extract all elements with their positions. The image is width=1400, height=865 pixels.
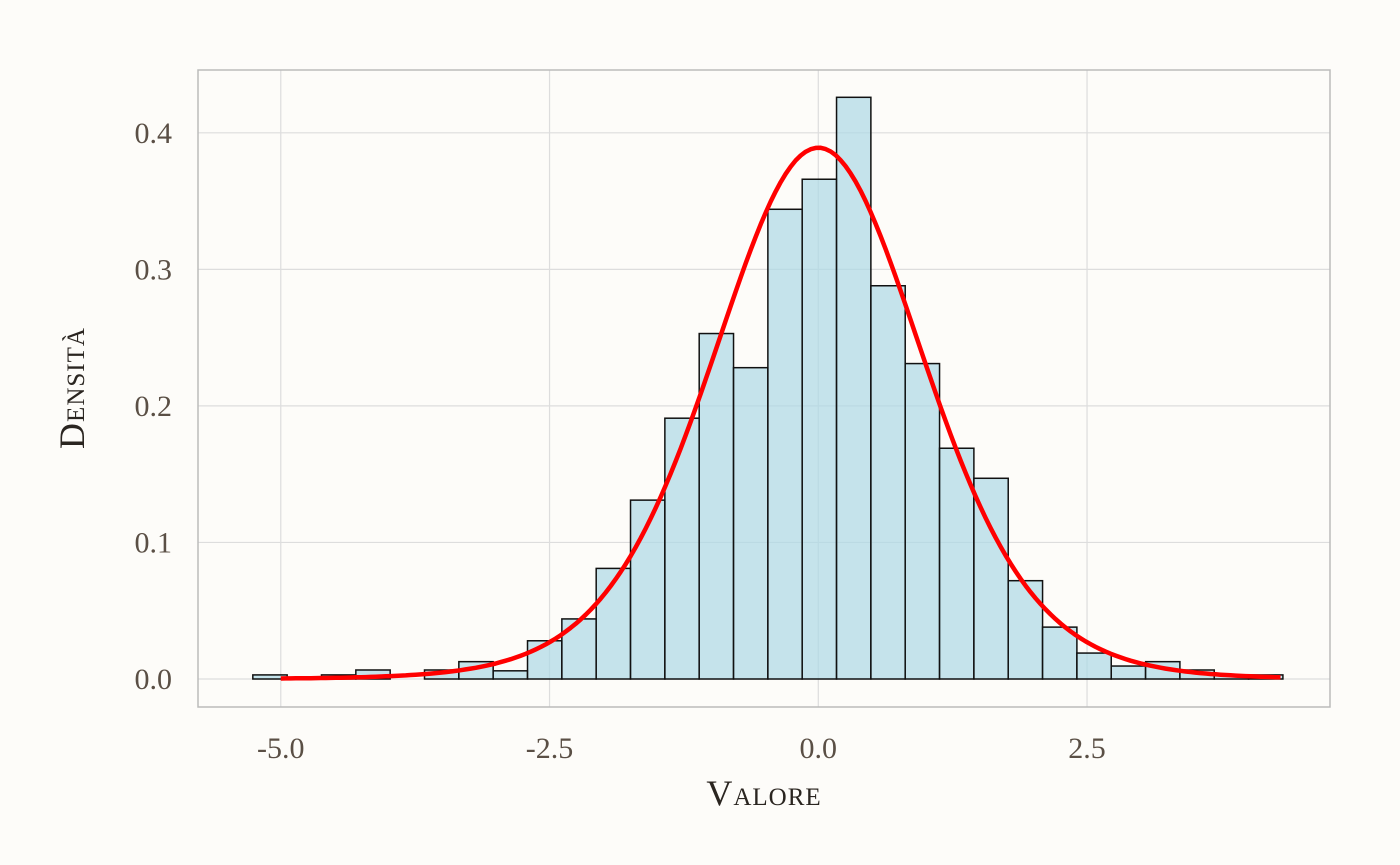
y-tick-label: 0.2 bbox=[135, 390, 173, 423]
histogram-bar bbox=[664, 417, 700, 680]
x-tick-label: 2.5 bbox=[1068, 732, 1106, 765]
y-tick-label: 0.0 bbox=[135, 663, 173, 696]
histogram-bar bbox=[492, 670, 529, 680]
density-curve bbox=[280, 145, 1281, 681]
y-axis-title: Densità bbox=[52, 327, 92, 449]
histogram-bar bbox=[595, 567, 632, 680]
x-tick-label: -5.0 bbox=[257, 732, 305, 765]
x-tick-label: -2.5 bbox=[526, 732, 574, 765]
y-tick-label: 0.4 bbox=[135, 117, 173, 150]
histogram-bar bbox=[1110, 665, 1147, 680]
histogram-bar bbox=[1041, 626, 1078, 680]
y-tick-label: 0.1 bbox=[135, 526, 173, 559]
histogram-bar bbox=[870, 284, 906, 680]
y-axis-ticks: 0.0 0.1 0.2 0.3 0.4 bbox=[135, 117, 173, 696]
histogram-bar bbox=[767, 208, 803, 680]
histogram-bar bbox=[629, 499, 666, 680]
histogram-bar bbox=[526, 640, 563, 680]
histogram-bars bbox=[252, 96, 1284, 680]
histogram-bar bbox=[904, 362, 941, 680]
histogram-bar bbox=[1007, 579, 1044, 680]
y-tick-label: 0.3 bbox=[135, 253, 173, 286]
histogram-bar bbox=[835, 96, 872, 680]
x-axis-ticks: -5.0 -2.5 0.0 2.5 bbox=[257, 732, 1106, 765]
histogram-bar bbox=[698, 332, 735, 680]
plot-panel-border bbox=[197, 69, 1331, 708]
histogram-bar bbox=[732, 366, 769, 680]
histogram-bar bbox=[801, 178, 838, 680]
histogram-bar bbox=[938, 447, 975, 680]
histogram-bar bbox=[973, 477, 1009, 680]
histogram-bar bbox=[1076, 652, 1112, 680]
x-tick-label: 0.0 bbox=[800, 732, 838, 765]
x-axis-title: Valore bbox=[706, 773, 821, 813]
